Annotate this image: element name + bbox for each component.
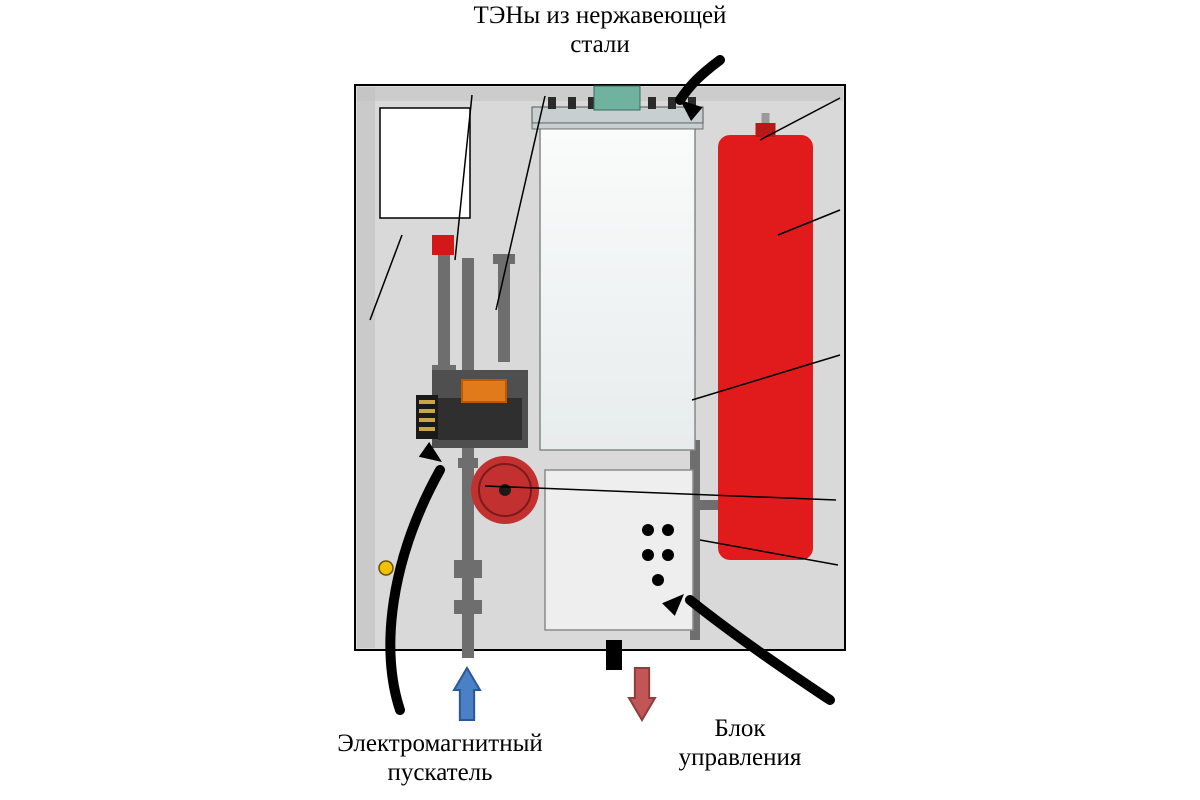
terminal-block (594, 86, 640, 110)
red-cap (432, 235, 454, 255)
vent-hole (662, 549, 674, 561)
vent-hole (642, 524, 654, 536)
pipe-segment (493, 254, 515, 264)
vent-hole (642, 549, 654, 561)
pipe-segment (700, 500, 718, 510)
yellow-knob (379, 561, 393, 575)
pipe-segment (458, 458, 478, 468)
starter-window (462, 380, 506, 402)
heating-tank (540, 115, 695, 450)
bolt (668, 97, 676, 109)
bolt (548, 97, 556, 109)
pipe-segment (438, 255, 450, 365)
pipe-segment (454, 560, 482, 578)
white-panel (380, 108, 470, 218)
inlet-arrow-icon (454, 668, 480, 720)
diagram-stage: ТЭНы из нержавеющей стали Электромагнитн… (0, 0, 1200, 800)
pipe-segment (454, 600, 482, 614)
vent-hole (662, 524, 674, 536)
bolt (648, 97, 656, 109)
power-cable (606, 640, 622, 670)
expansion-tank-cap (756, 123, 776, 137)
vent-hole (652, 574, 664, 586)
bolt (568, 97, 576, 109)
outlet-arrow-icon (629, 668, 655, 720)
boiler-diagram (0, 0, 1200, 800)
